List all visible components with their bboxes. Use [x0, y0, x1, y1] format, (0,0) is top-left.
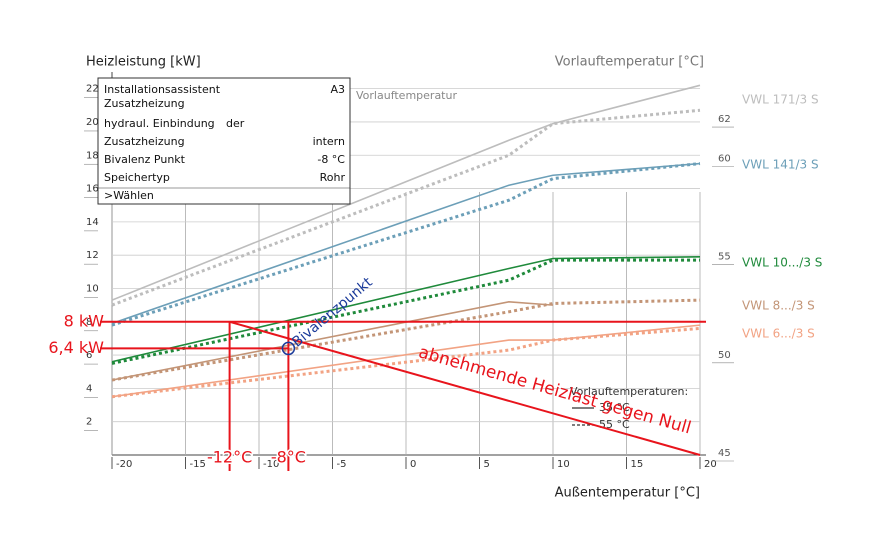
- display-box: [97, 77, 351, 205]
- display-value: intern: [313, 135, 345, 148]
- y2-tick-label: 60: [718, 153, 731, 164]
- display-label: Speichertyp: [104, 171, 170, 184]
- display-label: hydraul. Einbindung: [104, 117, 215, 130]
- y-tick-label: 6: [86, 350, 92, 361]
- annotation-label: 6,4 kW: [48, 338, 104, 357]
- y-tick-label: 4: [86, 383, 92, 394]
- series-line: [111, 84, 701, 301]
- bivalence-point: [281, 341, 296, 356]
- annotation-label: 8 kW: [64, 311, 105, 330]
- x-tick-label: 20: [704, 459, 717, 470]
- annotation-label: -8°C: [271, 448, 306, 467]
- line-legend-label: 35 °C: [599, 401, 630, 414]
- y-tick-label: 8: [86, 317, 92, 328]
- series-line: [111, 162, 701, 327]
- legend-label: VWL 6.../3 S: [742, 327, 815, 341]
- y2-tick-label: 62: [718, 114, 731, 125]
- display-label: Bivalenz Punkt: [104, 153, 186, 166]
- display-label: Zusatzheizung: [104, 97, 185, 110]
- x-tick-label: -20: [116, 459, 132, 470]
- y-tick-label: 20: [86, 117, 99, 128]
- display-value: A3: [330, 83, 345, 96]
- x-tick-label: -10: [263, 459, 279, 470]
- x-tick-label: -15: [190, 459, 206, 470]
- display-label: Installationsassistent: [104, 83, 221, 96]
- decline-line: [229, 320, 701, 456]
- y-tick-label: 10: [86, 283, 99, 294]
- series-line: [111, 108, 701, 307]
- series-line: [111, 300, 554, 381]
- x-tick-label: 15: [631, 459, 644, 470]
- x-tick-label: 10: [557, 459, 570, 470]
- y-axis-title: Heizleistung [kW]: [86, 55, 201, 70]
- display-value: der: [226, 117, 245, 130]
- y-tick-label: 22: [86, 84, 99, 95]
- series-line: [111, 256, 701, 363]
- y2-axis-title: Vorlauftemperatur [°C]: [555, 55, 704, 70]
- x-tick-label: 0: [410, 459, 416, 470]
- y-tick-label: 14: [86, 217, 99, 228]
- legend-label: VWL 10.../3 S: [742, 256, 822, 270]
- y-tick-label: 12: [86, 250, 99, 261]
- line-legend-title: Vorlauftemperaturen:: [570, 385, 688, 398]
- legend-label: VWL 8.../3 S: [742, 299, 815, 313]
- display-value: Rohr: [320, 171, 346, 184]
- y2-tick-label: 50: [718, 350, 731, 361]
- series-line: [111, 162, 701, 325]
- series-line: [111, 324, 701, 398]
- y2-tick-label: 45: [718, 448, 731, 459]
- legend-label: VWL 171/3 S: [742, 93, 819, 107]
- x-tick-label: 5: [484, 459, 490, 470]
- series-line: [111, 326, 701, 399]
- legend-label: VWL 141/3 S: [742, 158, 819, 172]
- x-tick-label: -5: [337, 459, 347, 470]
- display-label: Zusatzheizung: [104, 135, 185, 148]
- y-tick-label: 2: [86, 417, 92, 428]
- panel-label: Vorlauftemperatur: [356, 89, 457, 102]
- display-value: -8 °C: [317, 153, 345, 166]
- y2-tick-label: 55: [718, 252, 731, 263]
- y-tick-label: 16: [86, 184, 99, 195]
- x-axis-title: Außentemperatur [°C]: [555, 486, 700, 501]
- y-tick-label: 18: [86, 150, 99, 161]
- display-label: >Wählen: [104, 189, 154, 202]
- annotation-label: -12°C: [207, 448, 252, 467]
